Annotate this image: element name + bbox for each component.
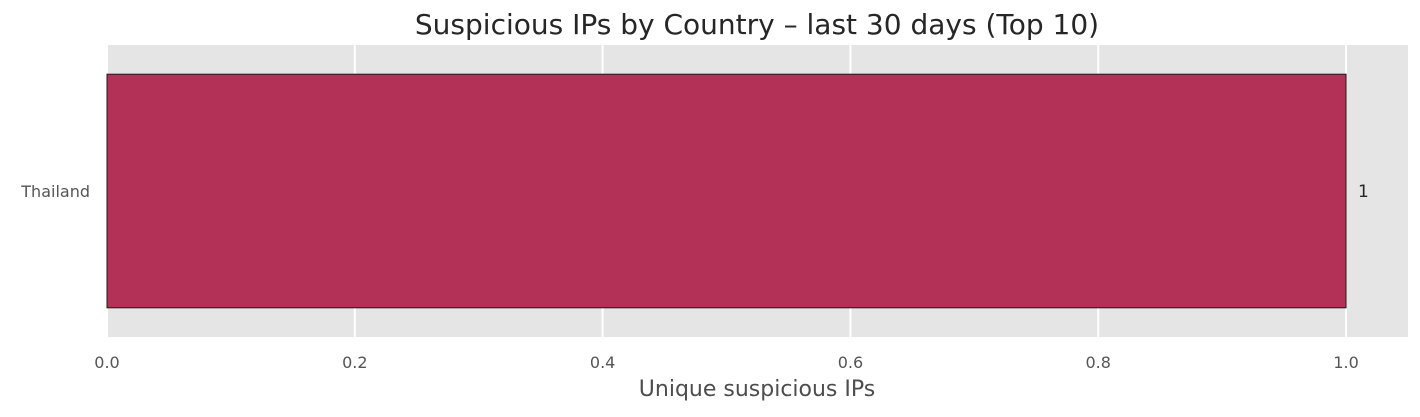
x-tick-label: 0.6	[838, 353, 863, 372]
x-tick-label: 0.4	[590, 353, 615, 372]
x-tick-label: 0.0	[94, 353, 119, 372]
bars	[106, 73, 1347, 309]
x-tick-label: 0.2	[342, 353, 367, 372]
chart-title: Suspicious IPs by Country – last 30 days…	[415, 8, 1099, 41]
x-axis-label: Unique suspicious IPs	[639, 377, 875, 402]
bar-value-label: 1	[1358, 182, 1369, 202]
x-tick-label: 1.0	[1333, 353, 1358, 372]
y-axis-categories: Thailand	[20, 182, 90, 201]
x-tick-label: 0.8	[1086, 353, 1111, 372]
x-axis-ticks: 0.0 0.2 0.4 0.6 0.8 1.0	[94, 353, 1359, 372]
y-category-label: Thailand	[20, 182, 90, 201]
data-labels: 1	[1358, 182, 1369, 202]
bar	[106, 73, 1347, 309]
